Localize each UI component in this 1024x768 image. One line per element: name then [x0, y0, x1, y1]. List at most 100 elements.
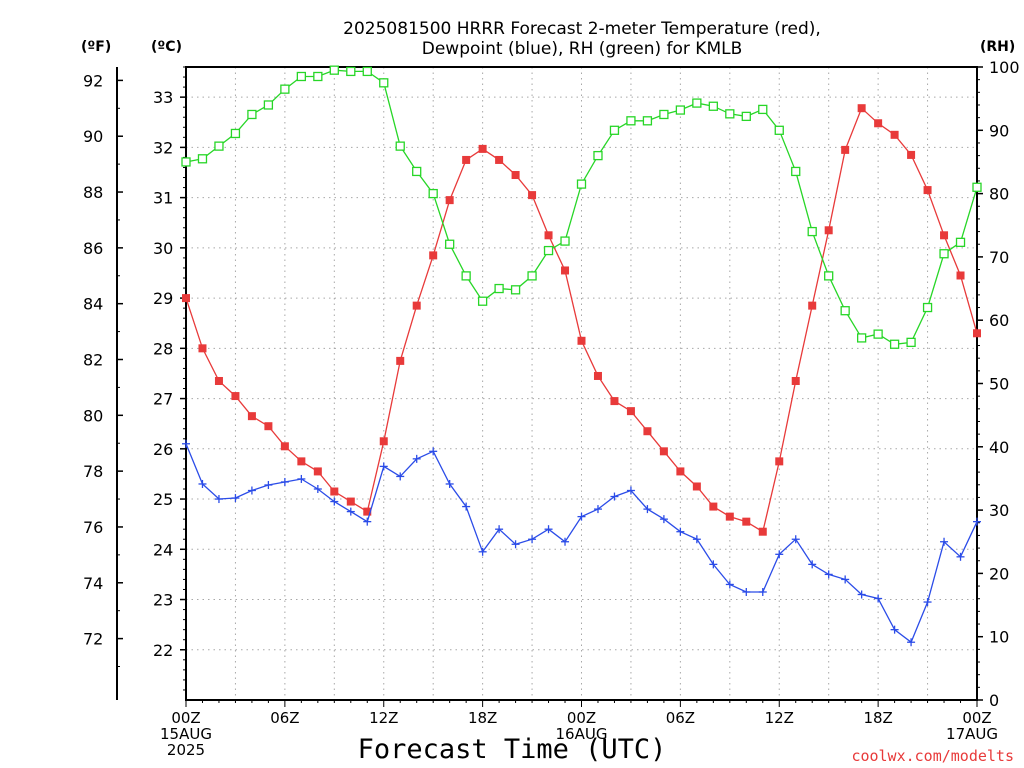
rh-point [972, 182, 982, 192]
temperature-point [429, 251, 438, 260]
rh-tick-label: 30 [989, 501, 1009, 520]
rh-point [445, 239, 455, 249]
rh-point [494, 283, 504, 294]
dewpoint-point [346, 507, 355, 516]
fahrenheit-tick-label: 82 [83, 350, 103, 369]
x-tick-label: 17AUG [946, 725, 998, 743]
rh-point [774, 125, 784, 135]
rh-point [873, 329, 883, 339]
dewpoint-point [330, 497, 339, 506]
rh-point [824, 271, 834, 281]
rh-point [922, 302, 933, 313]
source-credit[interactable]: coolwx.com/modelts [851, 747, 1014, 765]
temperature-point [412, 301, 421, 310]
rh-tick-label: 20 [989, 564, 1009, 583]
temperature-point [396, 356, 405, 365]
rh-point [856, 333, 867, 343]
dewpoint-point [313, 485, 322, 493]
temperature-point [907, 150, 916, 159]
x-tick-label: 00Z [171, 709, 200, 727]
rh-point [609, 125, 620, 135]
dewpoint-point [511, 540, 520, 549]
tick-labels: 22 23 24 25 26 27 28 29 30 31 32 33 72 74 76 78 80 82 84 86… [83, 58, 1020, 759]
celsius-tick-label: 26 [153, 440, 173, 459]
rh-point [510, 285, 521, 295]
dewpoint-point [973, 517, 981, 526]
x-tick-label: 12Z [369, 709, 398, 727]
rh-point [428, 188, 438, 199]
temperature-point [610, 397, 619, 406]
temperature-point [231, 392, 240, 401]
dewpoint-point [593, 505, 602, 514]
celsius-tick-label: 31 [153, 189, 173, 208]
fahrenheit-tick-label: 74 [83, 574, 103, 593]
fahrenheit-tick-label: 80 [83, 406, 103, 425]
rh-tick-label: 100 [989, 58, 1020, 77]
temperature-point [495, 155, 504, 164]
celsius-tick-label: 22 [153, 641, 173, 660]
temperature-point [676, 467, 685, 476]
rh-point [181, 157, 191, 167]
temperature-point [857, 104, 866, 113]
temperature-point [198, 344, 207, 353]
temperature-point [709, 502, 718, 511]
rh-tick-label: 50 [989, 375, 1009, 394]
dewpoint-point [247, 486, 256, 495]
dewpoint-point [956, 552, 965, 561]
dewpoint-point [577, 512, 586, 521]
dewpoint-point [626, 486, 635, 495]
temperature-point [692, 482, 701, 491]
x-tick-label: 15AUG [160, 725, 212, 743]
temperature-point [511, 171, 520, 180]
rh-point [593, 150, 603, 161]
x-tick-label: 06Z [270, 709, 299, 727]
rh-point [313, 71, 323, 82]
temperature-point [758, 527, 767, 536]
rh-point [560, 236, 570, 246]
celsius-tick-label: 28 [153, 339, 173, 358]
celsius-axis-label: (ºC) [151, 39, 182, 55]
rh-tick-label: 70 [989, 248, 1009, 267]
fahrenheit-tick-label: 92 [83, 71, 103, 90]
fahrenheit-axis-label: (ºF) [81, 39, 111, 55]
rh-tick-label: 90 [989, 121, 1009, 140]
rh-point [791, 166, 801, 177]
dewpoint-point [725, 580, 734, 589]
temperature-point [626, 407, 635, 416]
rh-tick-label: 60 [989, 311, 1009, 330]
dewpoint-point [709, 560, 718, 569]
temperature-point [725, 512, 734, 521]
temperature-point [742, 517, 751, 526]
dewpoint-point [214, 495, 223, 504]
temperature-point [528, 191, 537, 200]
x-tick-label: 16AUG [556, 725, 608, 743]
rh-point [346, 66, 356, 77]
temperature-point [973, 329, 981, 338]
dewpoint-point [182, 439, 190, 448]
rh-point [362, 66, 372, 77]
temperature-point [659, 447, 668, 456]
dewpoint-point [544, 525, 553, 534]
dewpoint-point [412, 454, 421, 463]
fahrenheit-tick-label: 78 [83, 462, 103, 481]
rh-point [626, 116, 636, 126]
dewpoint-point [297, 474, 306, 483]
dewpoint-point [396, 472, 405, 481]
dewpoint-point [676, 527, 685, 536]
celsius-tick-label: 27 [153, 390, 173, 409]
temperature-point [346, 497, 355, 506]
temperature-point [956, 271, 965, 280]
dewpoint-point [692, 535, 701, 544]
rh-point [576, 179, 587, 189]
temperature-point [247, 412, 256, 421]
x-tick-label: 00Z [962, 709, 991, 727]
fahrenheit-tick-label: 88 [83, 183, 103, 202]
temperature-point [379, 437, 388, 446]
temperature-point [841, 145, 850, 154]
temperature-point [313, 467, 322, 476]
x-tick-label: 2025 [167, 741, 205, 759]
dewpoint-point [890, 625, 899, 634]
rh-point [280, 84, 290, 94]
rh-point [889, 339, 900, 349]
temperature-point [593, 371, 602, 380]
